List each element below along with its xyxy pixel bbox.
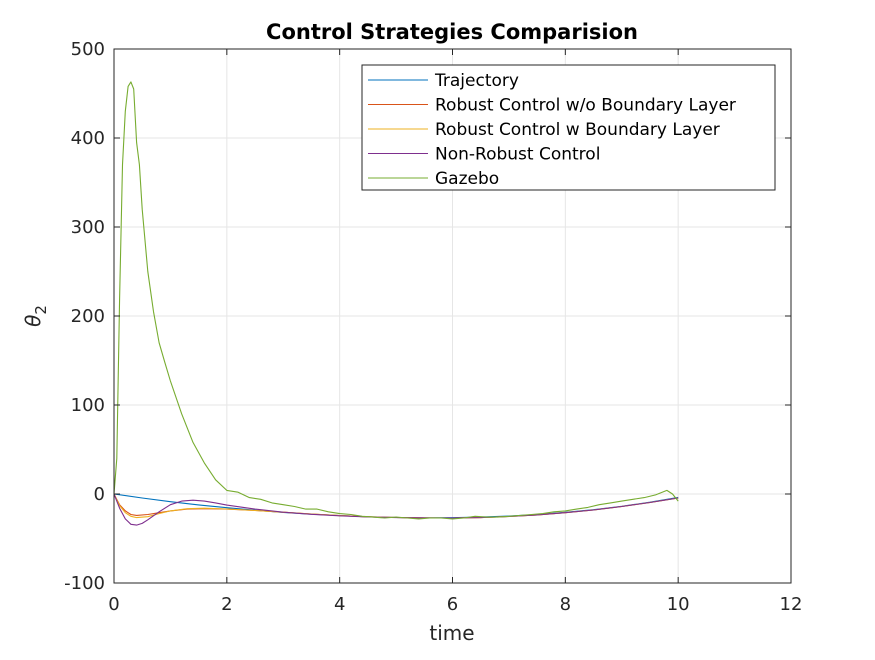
x-ticks: 0 2 4 6 8 10 12 bbox=[108, 49, 802, 615]
y-axis-label-subscript: 2 bbox=[32, 305, 50, 315]
x-tick-label: 10 bbox=[667, 594, 690, 615]
x-tick-label: 2 bbox=[221, 594, 232, 615]
y-ticks: -100 0 100 200 300 400 500 bbox=[64, 39, 791, 594]
x-tick-label: 6 bbox=[447, 594, 458, 615]
legend-label-non-robust-control: Non-Robust Control bbox=[435, 145, 600, 165]
y-axis-label: θ2 bbox=[21, 305, 50, 327]
y-axis-label-symbol: θ bbox=[21, 315, 45, 327]
legend-label-robust-control-w-o-boundary-layer: Robust Control w/o Boundary Layer bbox=[435, 96, 736, 116]
series-line-gazebo bbox=[113, 81, 679, 520]
x-tick-label: 4 bbox=[334, 594, 345, 615]
x-tick-label: 8 bbox=[560, 594, 571, 615]
y-tick-label: 300 bbox=[71, 217, 105, 238]
y-tick-label: 0 bbox=[94, 484, 105, 505]
x-axis-label: time bbox=[429, 621, 474, 645]
series-line-non-robust-control bbox=[113, 493, 679, 526]
y-tick-label: 400 bbox=[71, 128, 105, 149]
legend-label-trajectory: Trajectory bbox=[434, 71, 519, 91]
x-tick-label: 0 bbox=[108, 594, 119, 615]
y-tick-label: -100 bbox=[64, 573, 105, 594]
y-tick-label: 500 bbox=[71, 39, 105, 60]
legend-label-robust-control-w-boundary-layer: Robust Control w Boundary Layer bbox=[435, 120, 720, 140]
legend-label-gazebo: Gazebo bbox=[435, 169, 499, 189]
y-tick-label: 100 bbox=[71, 395, 105, 416]
x-tick-label: 12 bbox=[780, 594, 803, 615]
legend-box bbox=[361, 64, 776, 191]
legend: Trajectory Robust Control w/o Boundary La… bbox=[361, 64, 776, 191]
y-tick-label: 200 bbox=[71, 306, 105, 327]
series-layer bbox=[113, 81, 679, 526]
chart-title: Control Strategies Comparision bbox=[266, 20, 638, 44]
